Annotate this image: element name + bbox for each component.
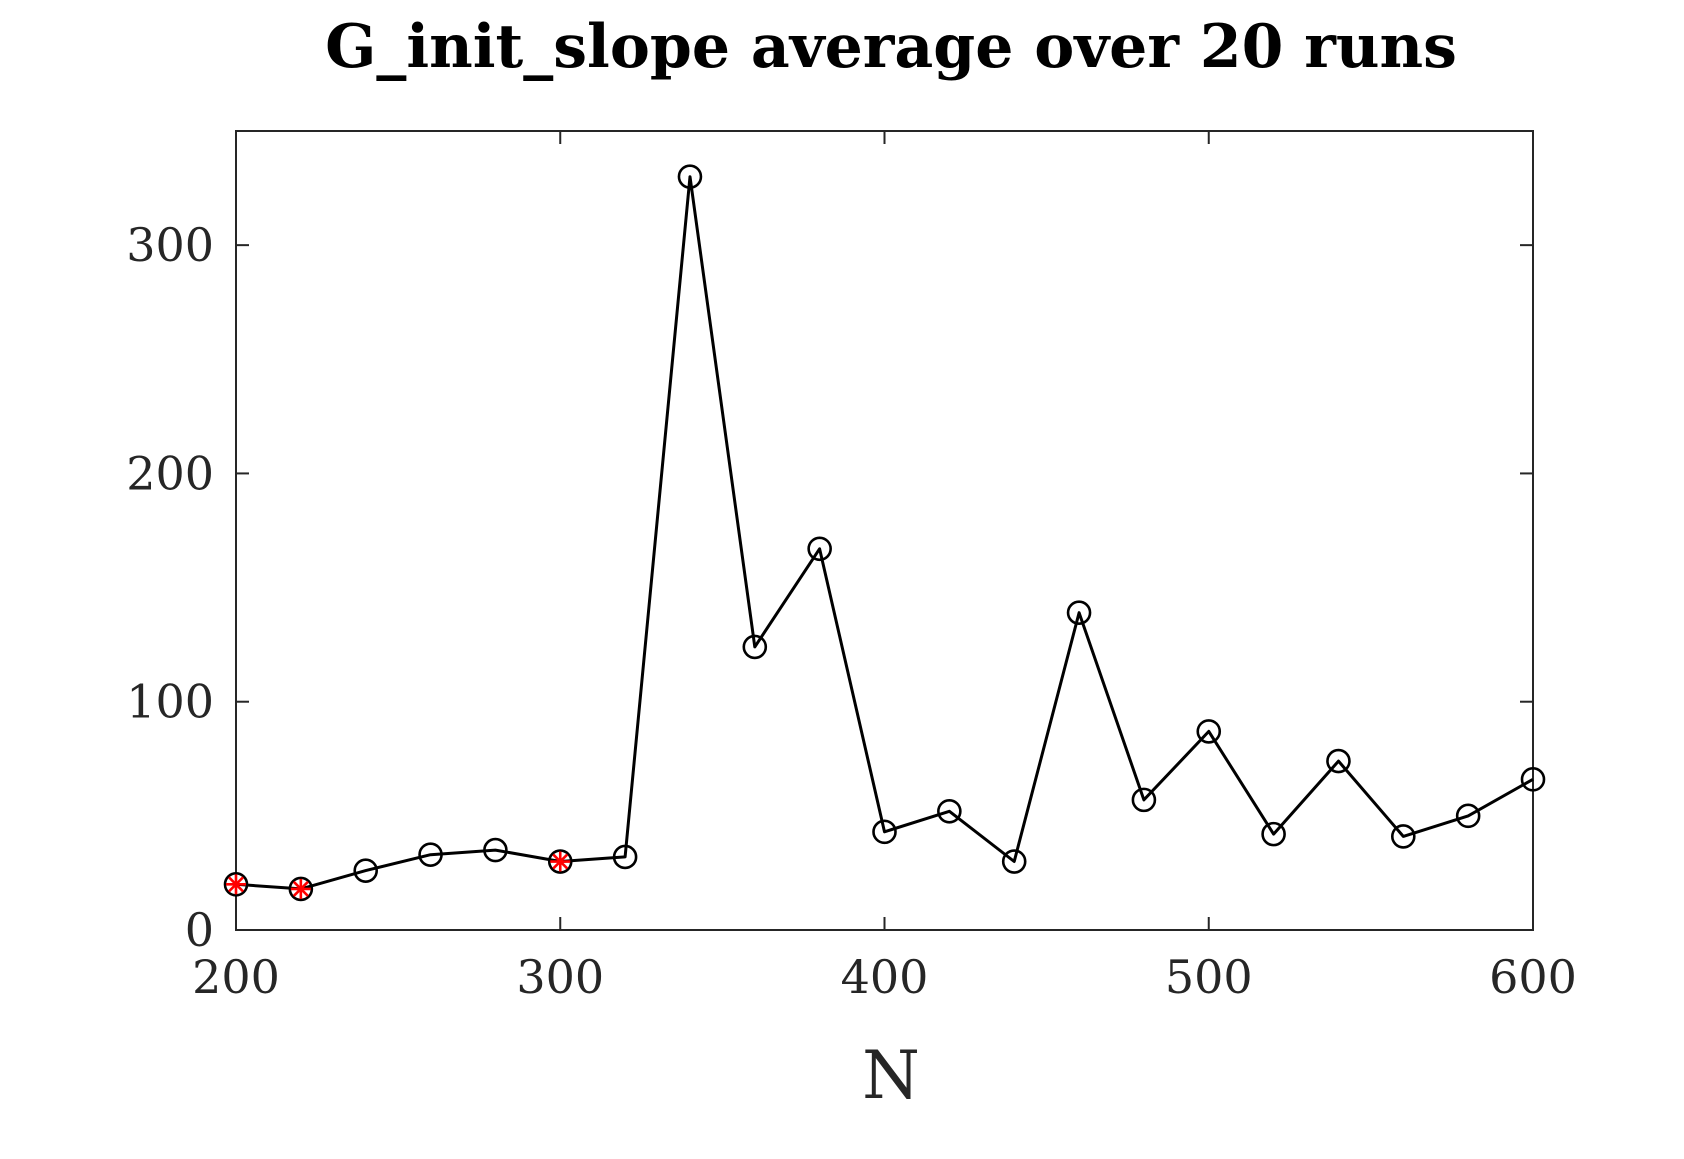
data-point-marker [1391, 824, 1416, 849]
data-point-marker [1196, 719, 1222, 744]
data-point-marker [937, 798, 962, 824]
highlight-asterisk-marker [550, 851, 571, 872]
data-point-marker [547, 849, 573, 874]
y-tick-label: 100 [126, 675, 214, 729]
data-point-marker [1326, 748, 1351, 774]
tick-labels: 200 300 400 500 600 0 100 200 300 [126, 218, 1577, 1004]
data-point-marker [1261, 821, 1286, 847]
data-point-marker [612, 844, 638, 870]
data-point-marker [1001, 849, 1027, 874]
chart-title: G_init_slope average over 20 runs [325, 12, 1457, 82]
data-point-marker [353, 858, 379, 883]
data-point-marker [1520, 767, 1546, 792]
series-line-group [235, 175, 1534, 891]
highlight-asterisk-marker [226, 874, 246, 895]
data-point-marker [288, 876, 314, 902]
data-point-marker [742, 634, 768, 660]
highlighted-markers [226, 851, 571, 899]
x-axis-label: N [862, 1037, 920, 1114]
asterisk-stroke [228, 876, 244, 893]
highlight-asterisk-marker [290, 878, 311, 899]
data-point-marker [677, 164, 703, 189]
asterisk-stroke [292, 880, 309, 897]
axis-ticks [235, 131, 1534, 931]
data-point-marker [483, 837, 508, 863]
data-point-marker [872, 819, 897, 845]
data-markers [223, 164, 1546, 902]
series-line [235, 175, 1534, 891]
data-point-marker [418, 842, 443, 867]
data-point-marker [1066, 600, 1092, 625]
plot-area [235, 130, 1534, 931]
data-point-marker [223, 872, 249, 897]
x-tick-label: 600 [1489, 950, 1577, 1004]
data-point-marker [807, 536, 832, 562]
x-tick-label: 500 [1165, 950, 1253, 1004]
x-tick-label: 200 [192, 950, 280, 1004]
data-point-marker [1131, 787, 1157, 813]
y-tick-label: 300 [126, 218, 214, 272]
y-tick-label: 200 [126, 446, 214, 500]
x-tick-label: 400 [841, 950, 929, 1004]
y-tick-label: 0 [185, 903, 214, 957]
asterisk-stroke [552, 853, 569, 870]
data-point-marker [1455, 803, 1481, 829]
x-tick-label: 300 [516, 950, 604, 1004]
plot-frame [235, 130, 1534, 931]
